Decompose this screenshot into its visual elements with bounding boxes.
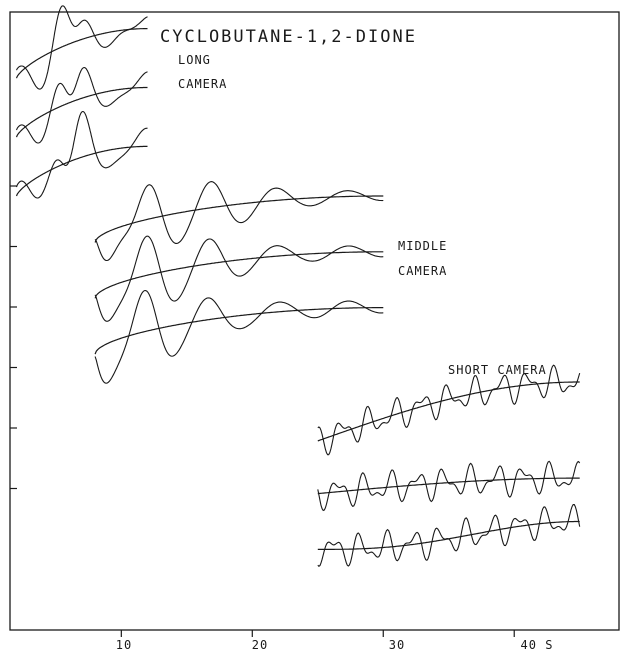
curve-group	[15, 5, 148, 199]
intensity-curve	[317, 460, 581, 512]
x-tick-label: 10	[116, 638, 132, 652]
background-curve	[94, 195, 384, 243]
intensity-curve	[317, 504, 581, 568]
curves-layer	[15, 5, 581, 568]
x-axis: 10 20 30 40 S	[116, 630, 554, 652]
middle-camera-label: CAMERA	[398, 264, 447, 278]
background-curve	[15, 86, 148, 138]
intensity-curve	[16, 5, 148, 90]
long-camera-label: LONG	[178, 53, 211, 67]
intensity-curve	[94, 235, 384, 322]
intensity-curve	[94, 181, 384, 262]
background-curve	[317, 381, 580, 442]
long-camera-label: CAMERA	[178, 77, 227, 91]
x-tick-label: 40 S	[521, 638, 554, 652]
background-curve	[15, 28, 148, 79]
intensity-curve	[94, 289, 384, 384]
y-tick-marks	[10, 185, 17, 490]
curve-group	[94, 181, 384, 384]
plot-frame	[9, 11, 620, 631]
curve-group	[317, 364, 581, 568]
background-curve	[94, 307, 384, 355]
background-curve	[15, 145, 148, 197]
background-curve	[94, 251, 384, 299]
x-tick-label: 30	[389, 638, 405, 652]
chart-title: CYCLOBUTANE-1,2-DIONE	[160, 27, 417, 47]
short-camera-label: SHORT CAMERA	[448, 363, 547, 377]
middle-camera-label: MIDDLE	[398, 239, 447, 253]
intensity-curve	[15, 66, 148, 144]
intensity-curve	[15, 110, 148, 199]
intensity-curve	[317, 364, 581, 456]
x-tick-label: 20	[252, 638, 268, 652]
